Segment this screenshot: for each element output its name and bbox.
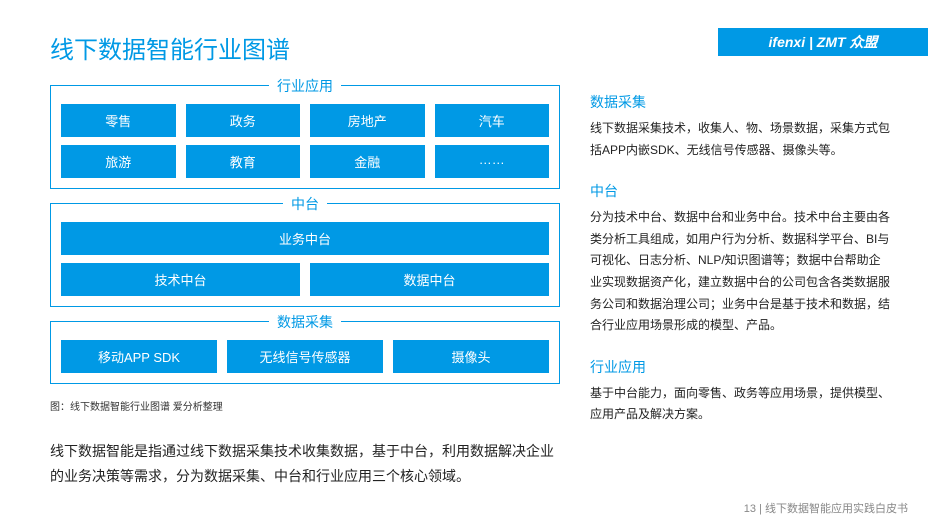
section-title: 行业应用	[590, 357, 890, 377]
diagram-box: 房地产	[310, 104, 425, 137]
section-body: 线下数据采集技术，收集人、物、场景数据，采集方式包括APP内嵌SDK、无线信号传…	[590, 118, 890, 161]
diagram-group: 中台业务中台技术中台数据中台	[50, 203, 560, 307]
page-title: 线下数据智能行业图谱	[50, 30, 290, 65]
diagram-box: ……	[435, 145, 550, 178]
page-footer: 13 | 线下数据智能应用实践白皮书	[744, 500, 908, 516]
summary-text: 线下数据智能是指通过线下数据采集技术收集数据，基于中台，利用数据解决企业的业务决…	[50, 439, 560, 489]
diagram-group: 数据采集移动APP SDK无线信号传感器摄像头	[50, 321, 560, 384]
diagram-box: 技术中台	[61, 263, 300, 296]
section-body: 基于中台能力，面向零售、政务等应用场景，提供模型、应用产品及解决方案。	[590, 383, 890, 426]
diagram-box: 移动APP SDK	[61, 340, 217, 373]
diagram-box: 教育	[186, 145, 301, 178]
diagram-row: 业务中台	[61, 222, 549, 255]
diagram-row: 移动APP SDK 无线信号传感器摄像头	[61, 340, 549, 373]
diagram-row: 旅游教育金融 ……	[61, 145, 549, 178]
section-title: 中台	[590, 181, 890, 201]
diagram-box: 数据中台	[310, 263, 549, 296]
diagram-box: 汽车	[435, 104, 550, 137]
diagram-area: 行业应用零售政务房地产汽车旅游教育金融……中台业务中台技术中台数据中台数据采集移…	[50, 85, 560, 489]
section: 数据采集线下数据采集技术，收集人、物、场景数据，采集方式包括APP内嵌SDK、无…	[590, 92, 890, 161]
diagram-box: 摄像头	[393, 340, 549, 373]
diagram-box: 金融	[310, 145, 425, 178]
section-title: 数据采集	[590, 92, 890, 112]
diagram-box: 政务	[186, 104, 301, 137]
brand-logo: ifenxi | ZMT 众盟	[718, 28, 928, 56]
diagram-group: 行业应用零售政务房地产汽车旅游教育金融……	[50, 85, 560, 189]
diagram-box: 无线信号传感器	[227, 340, 383, 373]
diagram-row: 零售政务房地产汽车	[61, 104, 549, 137]
section: 行业应用基于中台能力，面向零售、政务等应用场景，提供模型、应用产品及解决方案。	[590, 357, 890, 426]
diagram-box: 零售	[61, 104, 176, 137]
diagram-caption: 图：线下数据智能行业图谱 爱分析整理	[50, 398, 560, 413]
section-body: 分为技术中台、数据中台和业务中台。技术中台主要由各类分析工具组成，如用户行为分析…	[590, 207, 890, 337]
diagram-group-label: 中台	[283, 194, 327, 214]
section: 中台分为技术中台、数据中台和业务中台。技术中台主要由各类分析工具组成，如用户行为…	[590, 181, 890, 337]
diagram-box: 旅游	[61, 145, 176, 178]
diagram-row: 技术中台数据中台	[61, 263, 549, 296]
diagram-box: 业务中台	[61, 222, 549, 255]
diagram-group-label: 数据采集	[269, 312, 341, 332]
description-area: 数据采集线下数据采集技术，收集人、物、场景数据，采集方式包括APP内嵌SDK、无…	[590, 92, 890, 446]
diagram-group-label: 行业应用	[269, 76, 341, 96]
